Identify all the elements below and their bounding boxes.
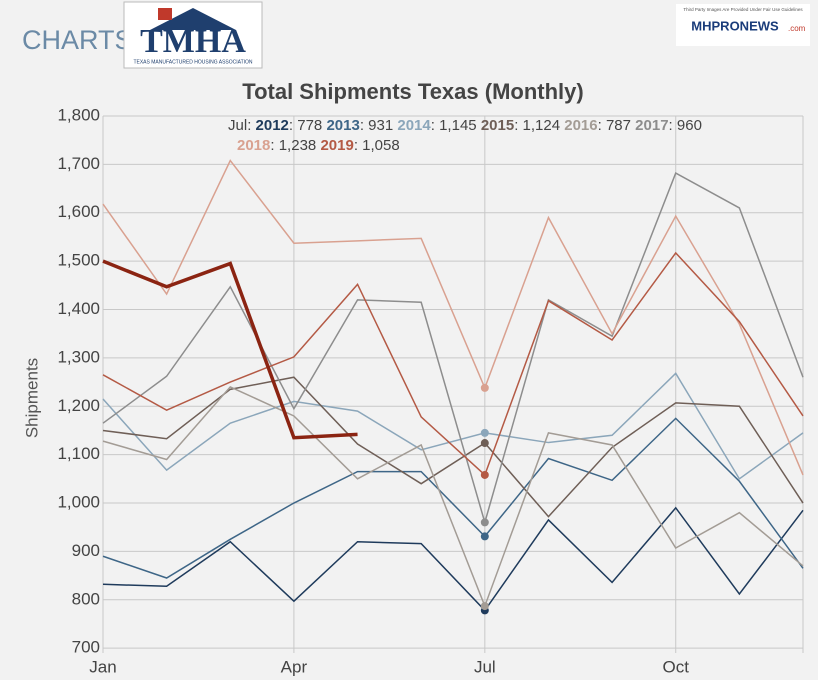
logo-texas — [158, 8, 172, 20]
y-axis-label: Shipments — [22, 358, 41, 438]
y-tick-label: 1,600 — [57, 202, 100, 221]
tooltip-sep: : — [360, 117, 368, 134]
hover-point — [480, 383, 489, 392]
hover-point — [480, 602, 489, 611]
tooltip-category: Jul — [228, 117, 247, 134]
y-tick-label: 1,700 — [57, 154, 100, 173]
y-tick-label: 1,300 — [57, 347, 100, 366]
tooltip-line: 2018: 1,238 2019: 1,058 — [237, 137, 400, 154]
series-line — [102, 159, 804, 476]
tooltip-sep: : — [270, 137, 278, 154]
series-line — [102, 386, 804, 609]
hover-point — [480, 470, 489, 479]
badge-note: Third Party Images Are Provided Under Fa… — [683, 7, 803, 12]
logo-roof — [150, 8, 236, 30]
y-tick-label: 800 — [72, 589, 100, 608]
tooltip-value: 1,145 — [439, 117, 477, 134]
hover-point — [480, 428, 489, 437]
y-tick-label: 1,400 — [57, 299, 100, 318]
tooltip-series-name: 2016 — [564, 117, 597, 134]
tooltip-value: 787 — [606, 117, 631, 134]
y-tick-label: 1,800 — [57, 105, 100, 124]
series-line — [102, 259, 358, 440]
y-tick-label: 1,000 — [57, 493, 100, 512]
tooltip-series-name: 2019 — [320, 137, 353, 154]
tooltip-series-name: 2012 — [256, 117, 289, 134]
y-tick-label: 700 — [72, 638, 100, 657]
tooltip-value: 1,238 — [279, 137, 317, 154]
y-tick-label: 1,500 — [57, 251, 100, 270]
tooltip-series-name: 2018 — [237, 137, 270, 154]
tooltip-sep: : — [431, 117, 439, 134]
tooltip-value: 778 — [297, 117, 322, 134]
tooltip-sep: : — [598, 117, 606, 134]
x-tick-label: Jul — [474, 657, 496, 676]
tooltip-line: Jul: 2012: 778 2013: 931 2014: 1,145 201… — [228, 117, 702, 134]
x-tick-label: Apr — [281, 657, 308, 676]
tooltip-sep: : — [247, 117, 255, 134]
tooltip-value: 1,124 — [523, 117, 561, 134]
hover-point — [480, 532, 489, 541]
logo-caption: TEXAS MANUFACTURED HOUSING ASSOCIATION — [133, 59, 252, 65]
y-tick-label: 1,200 — [57, 396, 100, 415]
chart-title: Total Shipments Texas (Monthly) — [242, 79, 583, 104]
badge-box — [676, 4, 810, 46]
tooltip-sep: : — [669, 117, 677, 134]
series-line — [102, 506, 804, 612]
hover-point — [480, 439, 489, 448]
tooltip-series-name: 2015 — [481, 117, 514, 134]
series-line — [102, 251, 804, 477]
badge-text: MHPRONEWS — [691, 18, 779, 33]
tooltip-value: 960 — [677, 117, 702, 134]
tooltip-value: 1,058 — [362, 137, 400, 154]
tooltip-series-name: 2014 — [397, 117, 431, 134]
x-tick-label: Jan — [89, 657, 116, 676]
series-line — [102, 376, 804, 518]
series-line — [102, 172, 804, 526]
series-line — [102, 372, 804, 480]
tooltip-sep: : — [354, 137, 362, 154]
tooltip-sep: : — [514, 117, 522, 134]
x-tick-label: Oct — [663, 657, 690, 676]
hover-point — [480, 518, 489, 527]
tooltip-value: 931 — [368, 117, 393, 134]
section-title: CHARTS — [22, 25, 133, 55]
y-tick-label: 900 — [72, 541, 100, 560]
logo-text: TMHA — [140, 23, 246, 60]
series-line — [102, 417, 804, 579]
tooltip-sep: : — [289, 117, 297, 134]
tooltip-series-name: 2017 — [635, 117, 668, 134]
tooltip-series-name: 2013 — [326, 117, 359, 134]
y-tick-label: 1,100 — [57, 444, 100, 463]
badge-suffix: .com — [788, 24, 806, 33]
